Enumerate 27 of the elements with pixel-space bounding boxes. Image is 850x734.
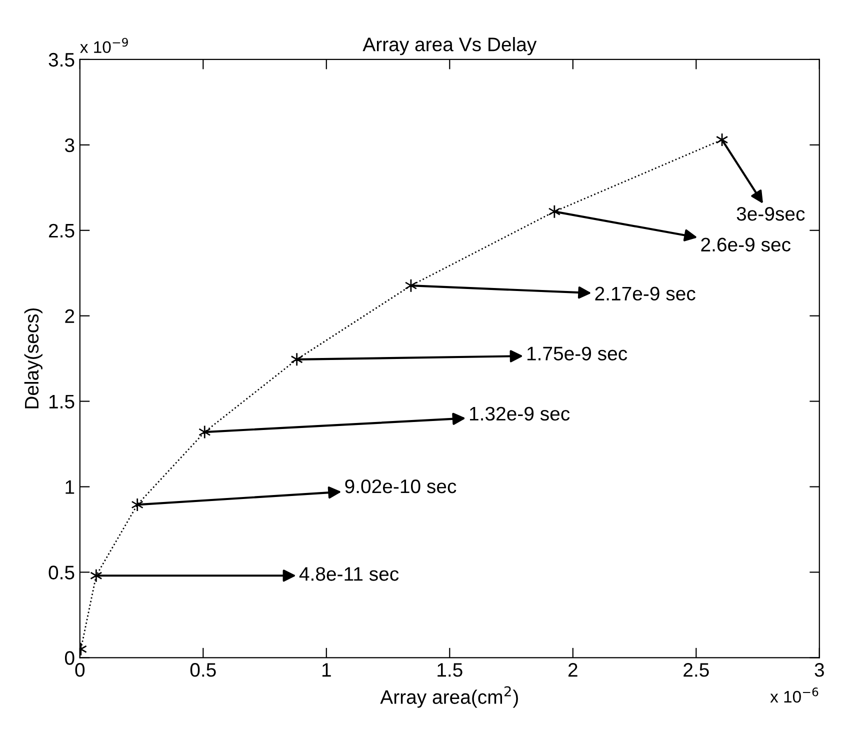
annotation: 3e-9sec [736, 206, 805, 221]
y-tick-label: 2.5 [48, 224, 74, 238]
y-tick-label: 1.5 [49, 394, 74, 409]
annotation: 2.6e-9 sec [701, 238, 791, 252]
y-tick-label: 0.5 [48, 566, 74, 580]
y-tick-label: 3.5 [48, 52, 74, 67]
y-axis-title: Delay(secs) [24, 308, 42, 408]
annotation: 1.75e-9 sec [527, 346, 628, 360]
x-tick-label: 2.5 [684, 663, 709, 677]
text: x 10$^{−9}$ [80, 38, 128, 54]
y-tick-label: 3 [64, 138, 74, 152]
x-axis-title: Array area(cm$^{2}$) [380, 686, 518, 708]
annotation: 4.8e-11 sec [299, 567, 399, 581]
annotation: 2.17e-9 sec [595, 286, 696, 301]
x-tick-label: 0 [75, 663, 85, 677]
x-tick-label: 3 [814, 663, 824, 677]
chart-title: Array area Vs Delay [362, 37, 537, 56]
y-tick-label: 0 [64, 651, 74, 665]
x-tick-label: 1 [322, 663, 331, 677]
annotation: 1.32e-9 sec [470, 406, 570, 421]
x-tick-label: 2 [568, 663, 578, 677]
x-tick-label: 1.5 [438, 663, 462, 677]
annotation: 9.02e-10 sec [345, 479, 456, 494]
x-tick-label: 0.5 [190, 663, 216, 677]
y-tick-label: 1 [66, 480, 74, 494]
text: x 10$^{−6}$ [770, 687, 818, 703]
y-tick-label: 2 [65, 309, 74, 323]
